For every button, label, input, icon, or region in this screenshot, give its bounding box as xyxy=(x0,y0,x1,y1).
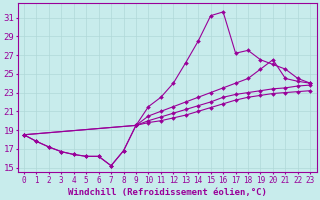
X-axis label: Windchill (Refroidissement éolien,°C): Windchill (Refroidissement éolien,°C) xyxy=(68,188,267,197)
